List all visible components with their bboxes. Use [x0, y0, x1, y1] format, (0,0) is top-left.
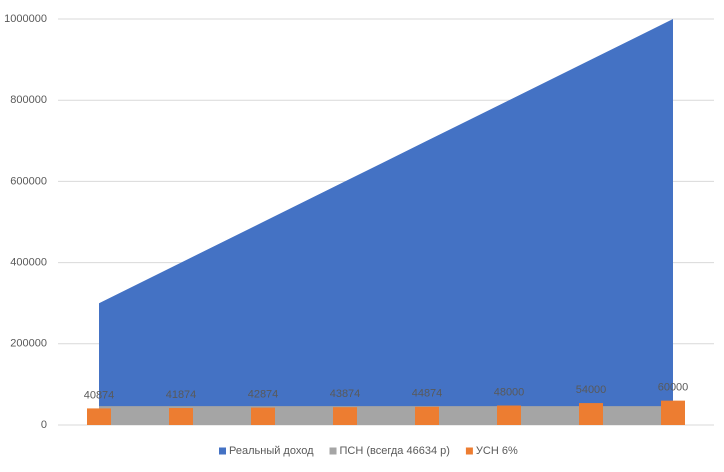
bar [251, 407, 275, 425]
y-tick-label: 200000 [10, 338, 47, 350]
data-label: 44874 [412, 388, 443, 400]
data-label: 60000 [658, 382, 689, 394]
data-label: 48000 [494, 386, 525, 398]
bar [169, 407, 193, 425]
y-tick-label: 400000 [10, 257, 47, 269]
legend-label: ПСН (всегда 46634 р) [340, 445, 450, 457]
legend: Реальный доход ПСН (всегда 46634 р) УСН 6% [219, 445, 518, 457]
bar [579, 403, 603, 425]
y-tick-label: 600000 [10, 175, 47, 187]
data-label: 54000 [576, 384, 607, 396]
bar [497, 405, 521, 425]
bar [415, 406, 439, 425]
y-tick-label: 1000000 [4, 13, 47, 25]
legend-swatch [465, 447, 473, 455]
y-tick-label: 800000 [10, 94, 47, 106]
legend-swatch [329, 447, 337, 455]
y-tick-label: 0 [41, 419, 47, 431]
data-label: 43874 [330, 388, 361, 400]
legend-swatch [219, 447, 226, 455]
data-label: 42874 [248, 388, 279, 400]
bar [661, 400, 685, 425]
bar [87, 408, 111, 425]
area [99, 19, 673, 425]
area [99, 406, 673, 425]
bar [333, 407, 357, 425]
data-label: 40874 [84, 389, 115, 401]
data-label: 41874 [166, 389, 197, 401]
legend-label: УСН 6% [476, 445, 518, 457]
legend-label: Реальный доход [229, 445, 314, 457]
